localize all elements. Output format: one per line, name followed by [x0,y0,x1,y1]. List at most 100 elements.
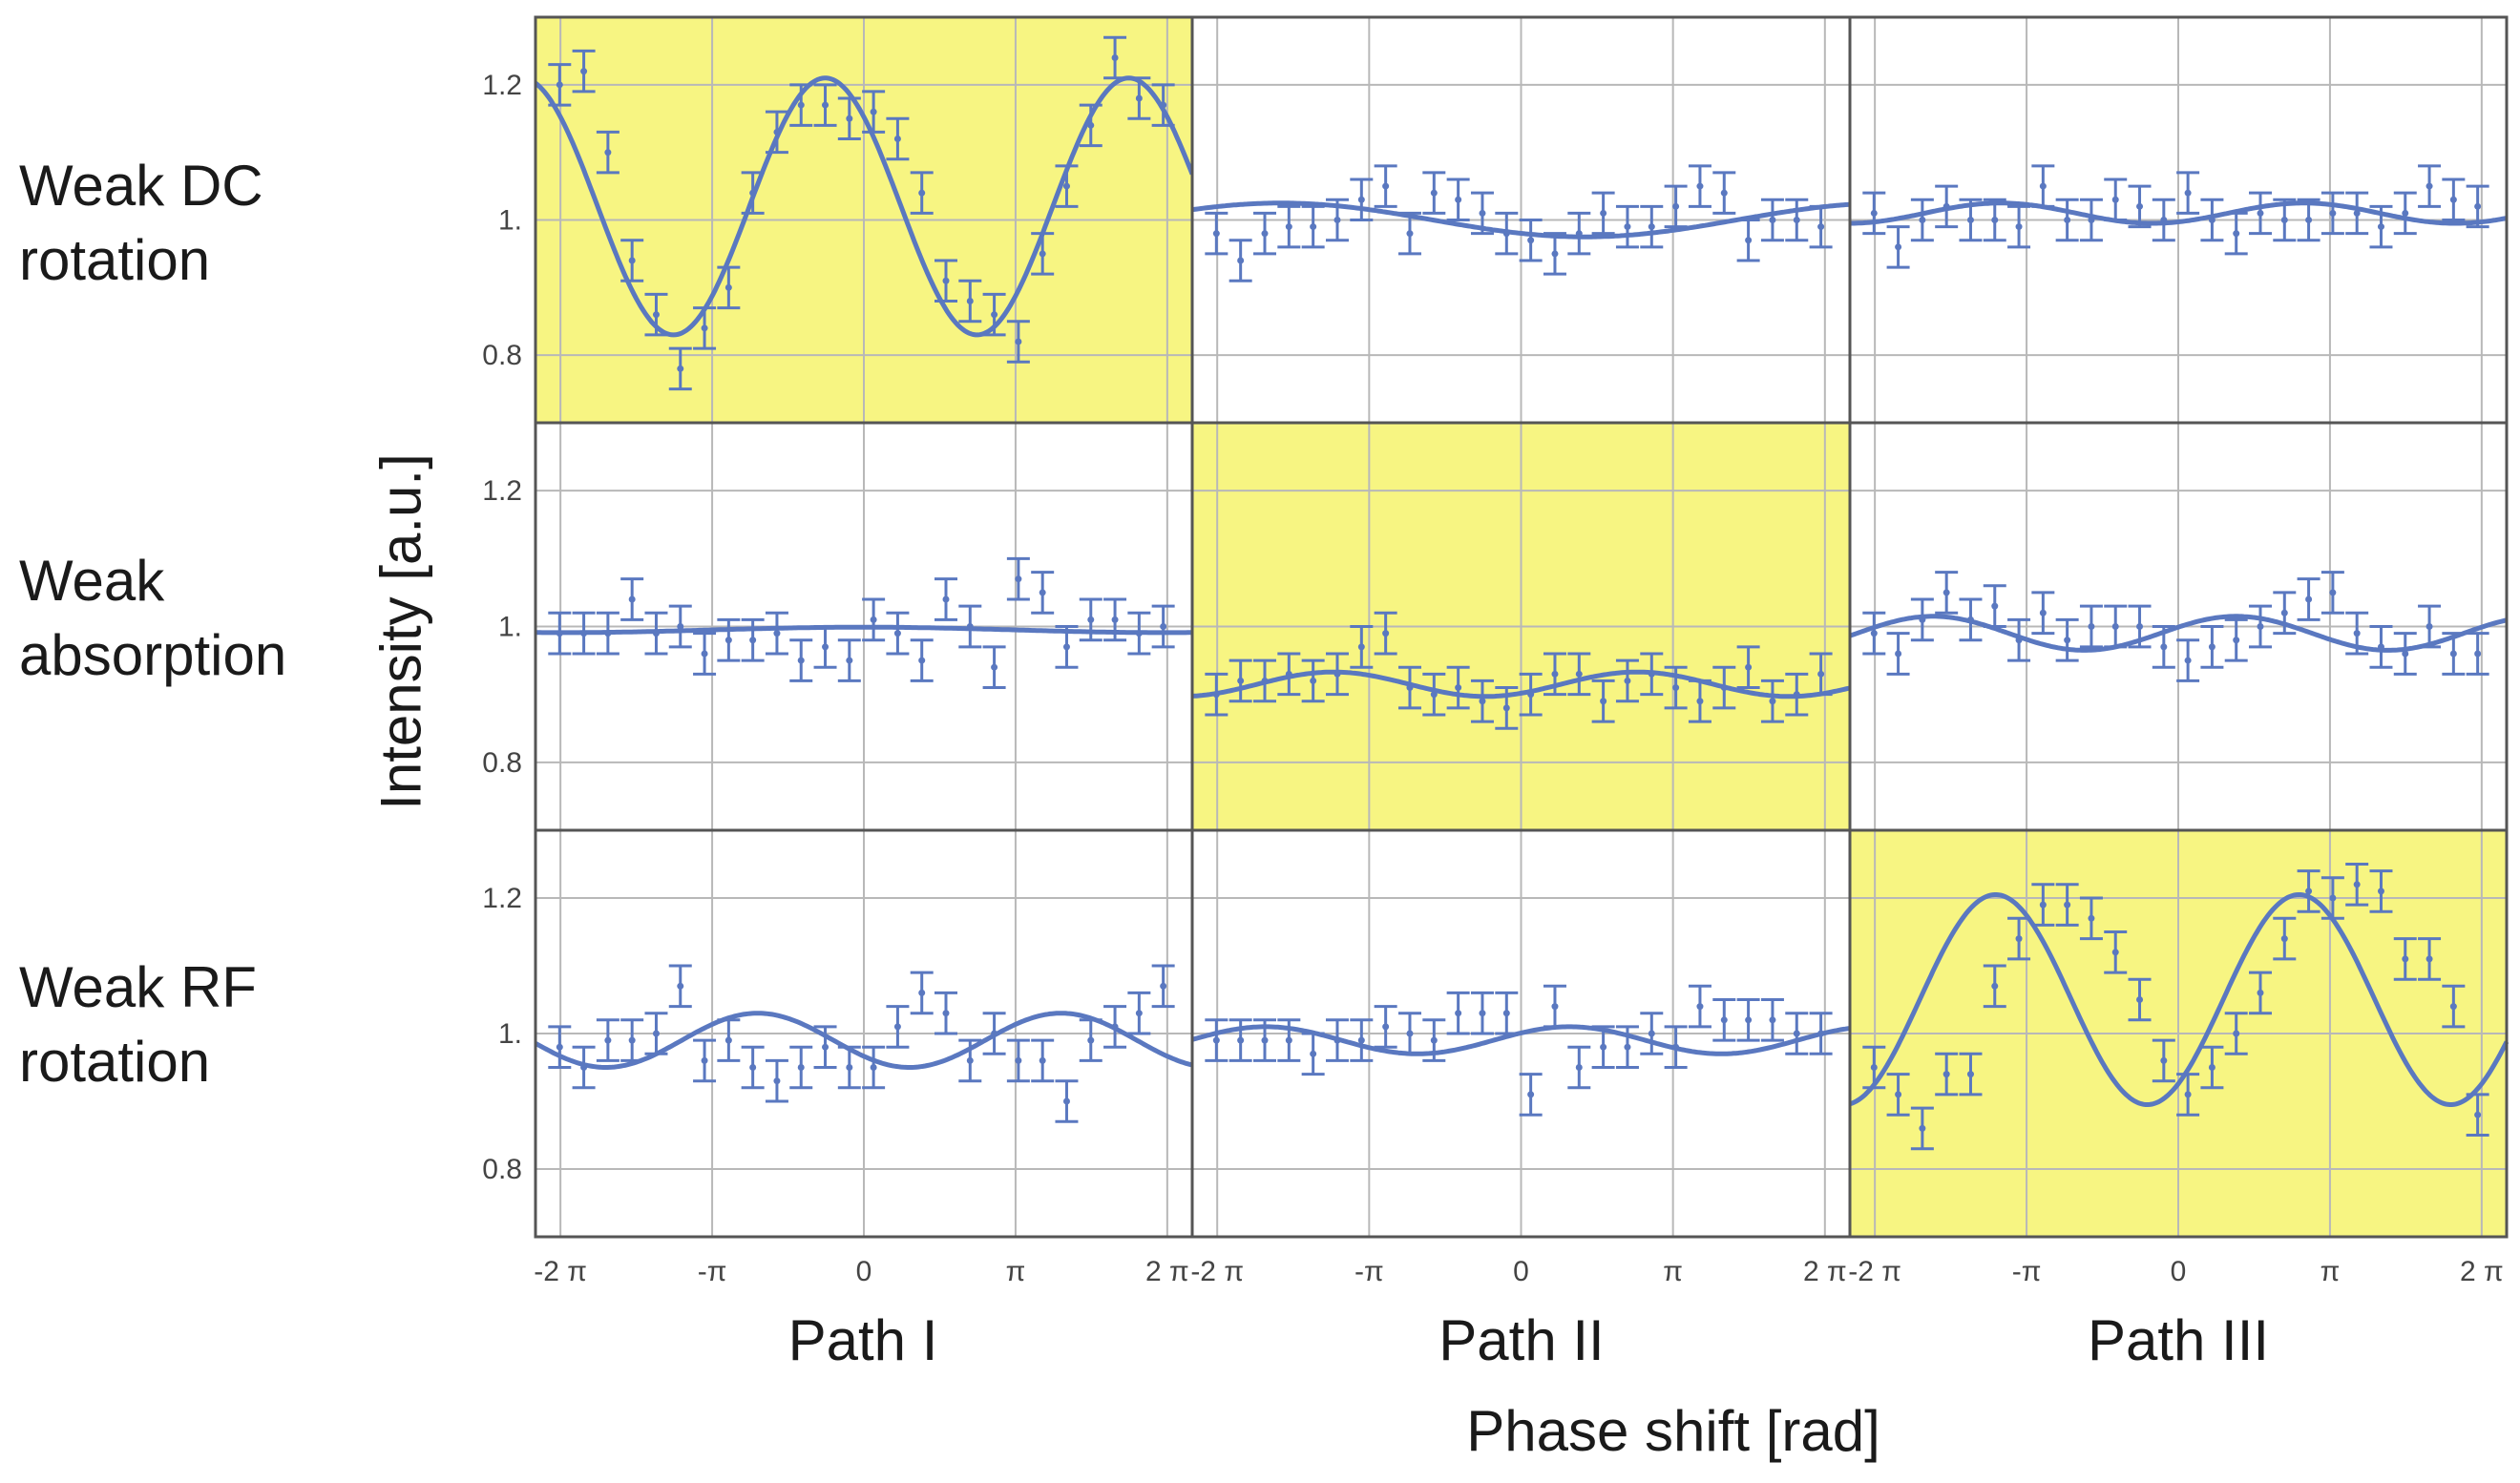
data-point [620,239,644,282]
data-point [2418,604,2442,649]
data-point [2176,1073,2200,1117]
data-marker [1430,1036,1438,1044]
data-point [668,604,692,649]
data-marker [846,115,853,122]
data-marker [1895,1091,1902,1098]
data-marker [1334,670,1341,678]
data-marker [1062,643,1070,651]
data-point [2345,611,2369,656]
data-marker [2136,623,2144,630]
data-point [2297,198,2320,242]
data-point [1567,1045,1591,1090]
data-point [2418,164,2442,208]
data-marker [1212,230,1220,238]
data-marker [604,630,612,637]
data-point [1205,211,1228,256]
data-point [934,259,957,303]
data-point [982,292,1006,337]
data-point [1959,198,1983,242]
data-marker [2402,955,2409,963]
data-point [1543,232,1566,276]
data-point [1055,164,1079,208]
data-marker [1870,1064,1878,1071]
data-marker [2353,630,2361,637]
panel-r2-c1: -2 π -π 0 π 2 π [1190,828,1852,1287]
data-marker [1382,1023,1390,1031]
data-marker [1769,1016,1776,1024]
data-point [1350,625,1374,669]
data-point [548,1025,572,1069]
data-marker [1527,691,1535,699]
fit-curve [1850,200,2508,226]
data-marker [1039,250,1046,258]
data-point [1983,198,2006,242]
data-point [910,171,934,215]
data-point [934,991,957,1035]
data-point [1910,597,1934,642]
data-point [886,1005,910,1049]
data-marker [2184,189,2192,197]
data-marker [1160,623,1167,630]
data-point [2320,571,2344,615]
data-marker [2136,996,2144,1003]
data-point [2369,625,2393,669]
data-marker [1696,1003,1704,1011]
data-marker [1015,338,1022,345]
data-marker [2377,643,2384,651]
data-marker [1648,670,1655,678]
data-point [1422,672,1446,717]
data-point [1205,1018,1228,1062]
data-point [693,1038,717,1083]
data-point [958,604,982,649]
data-point [1959,597,1983,642]
data-point [982,645,1006,690]
data-point [789,83,813,127]
data-point [1446,991,1470,1035]
data-point [2079,198,2103,242]
data-marker [2160,1056,2168,1064]
data-marker [991,663,998,671]
data-point [1519,219,1543,262]
data-point [1325,652,1349,697]
data-point [2200,198,2224,242]
data-point [1712,171,1736,215]
data-point [2224,211,2248,256]
data-marker [1455,196,1462,203]
x-tick-label: 2 π [2460,1256,2504,1287]
data-point [1350,1018,1374,1062]
data-point [1862,611,1886,656]
data-point [813,625,837,669]
data-point [813,83,837,127]
data-point [1640,1012,1664,1055]
data-marker [870,616,877,623]
data-point [1228,239,1252,282]
data-marker [1966,616,1974,623]
data-point [1615,1025,1639,1069]
data-marker [1991,217,1999,223]
row-label-weak-rf-rotation: Weak RF rotation [19,955,257,1094]
data-marker [1919,616,1926,623]
data-marker [2064,217,2071,223]
data-point [2369,204,2393,249]
data-point [1640,652,1664,697]
data-marker [966,1056,974,1064]
data-point [1760,198,1784,242]
data-marker [2280,935,2288,943]
data-point [1103,1005,1127,1049]
data-point [1809,204,1833,249]
data-marker [1575,1064,1583,1071]
data-marker [870,108,877,115]
data-marker [1919,217,1926,223]
data-point [1910,1106,1934,1151]
data-point [1664,1025,1688,1069]
data-point [2273,591,2297,636]
x-tick-label: 2 π [1803,1256,1847,1287]
data-point [1031,1038,1055,1083]
data-point [1374,611,1397,656]
x-tick-label: -2 π [1848,1256,1901,1287]
data-marker [677,982,684,990]
data-point [2104,930,2128,974]
data-point [1079,103,1102,148]
data-point [1519,1073,1543,1117]
data-marker [1624,1043,1631,1051]
